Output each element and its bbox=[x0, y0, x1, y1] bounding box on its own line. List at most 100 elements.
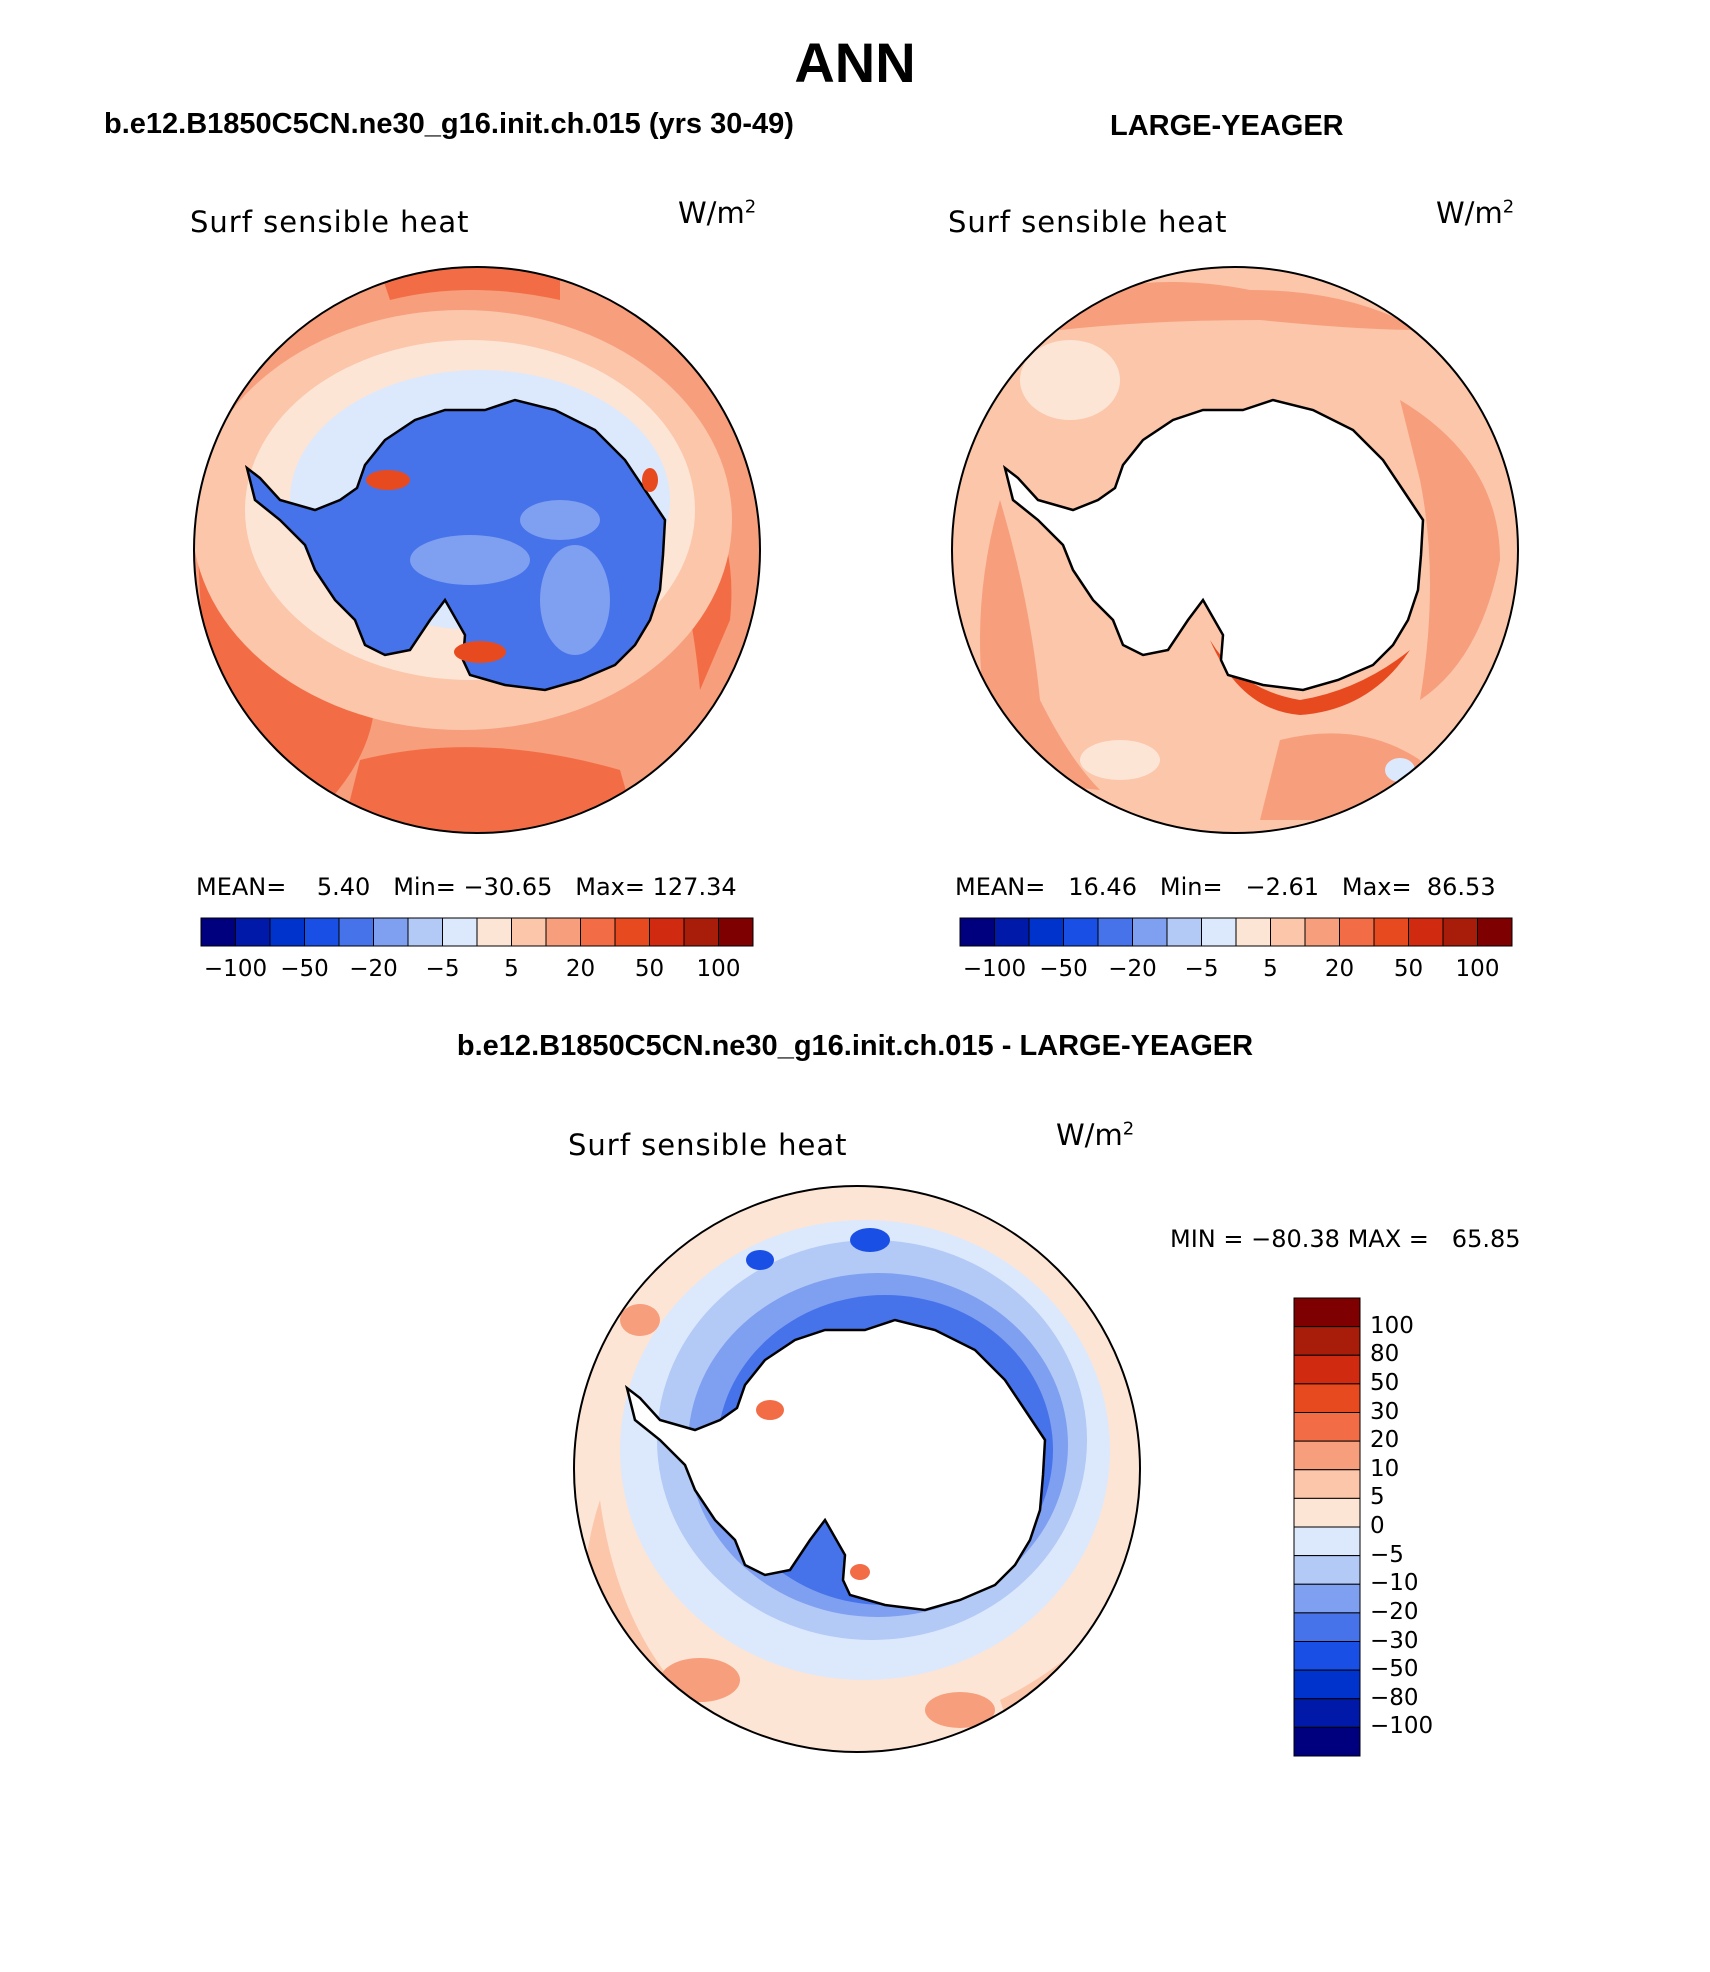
obs-colorbar-tick-label: −20 bbox=[1108, 956, 1157, 982]
diff-colorbar-swatch bbox=[1293, 1297, 1361, 1328]
obs-field-west-band bbox=[980, 500, 1100, 790]
obs-colorbar-swatch bbox=[1063, 917, 1099, 947]
model-units-label: W/m2 bbox=[678, 196, 757, 230]
diff-colorbar-tick-label: 0 bbox=[1370, 1513, 1385, 1539]
diff-colorbar-tick-label: 10 bbox=[1370, 1455, 1400, 1482]
model-colorbar-swatch bbox=[511, 917, 547, 947]
model-colorbar-tick-label: −20 bbox=[349, 956, 398, 982]
diff-stats: MIN = −80.38 MAX = 65.85 bbox=[1170, 1225, 1521, 1253]
diff-field-hotspot bbox=[756, 1400, 784, 1420]
model-colorbar-swatch bbox=[442, 917, 478, 947]
obs-colorbar-tick-label: −5 bbox=[1184, 956, 1219, 982]
diff-variable-label: Surf sensible heat bbox=[568, 1128, 848, 1162]
obs-colorbar-swatch bbox=[1132, 917, 1168, 947]
obs-colorbar-swatch bbox=[1339, 917, 1375, 947]
obs-colorbar-swatch bbox=[1097, 917, 1133, 947]
model-colorbar-swatch bbox=[407, 917, 443, 947]
diff-field-cold-patch bbox=[746, 1250, 774, 1270]
diff-colorbar-swatch bbox=[1293, 1641, 1361, 1671]
obs-colorbar-swatch bbox=[959, 917, 995, 947]
diff-colorbar-swatch bbox=[1293, 1698, 1361, 1728]
model-colorbar-swatch bbox=[200, 917, 236, 947]
obs-field-north-band bbox=[1060, 282, 1420, 330]
obs-map-boundary bbox=[951, 266, 1519, 834]
diff-colorbar-tick-label: 20 bbox=[1370, 1427, 1400, 1454]
model-colorbar-tick-label: 20 bbox=[565, 956, 596, 982]
diff-colorbar-swatch bbox=[1293, 1526, 1361, 1557]
model-colorbar-tick-label: 50 bbox=[634, 956, 665, 982]
model-colorbar-swatch bbox=[545, 917, 581, 947]
diff-colorbar-swatch bbox=[1293, 1383, 1361, 1413]
model-field-hotspot bbox=[642, 468, 658, 492]
model-field-interior-patch bbox=[520, 500, 600, 540]
diff-panel-header: b.e12.B1850C5CN.ne30_g16.init.ch.015 - L… bbox=[456, 1030, 1254, 1062]
diff-colorbar-swatch bbox=[1293, 1412, 1361, 1442]
model-colorbar-swatch bbox=[476, 917, 512, 947]
obs-field-pale-patch bbox=[1080, 740, 1160, 780]
obs-stats: MEAN= 16.46 Min= −2.61 Max= 86.53 bbox=[955, 873, 1496, 901]
obs-colorbar-swatch bbox=[1270, 917, 1306, 947]
diff-colorbar-tick-label: −50 bbox=[1370, 1656, 1419, 1683]
model-colorbar-tick-label: −50 bbox=[280, 956, 329, 982]
model-map-boundary bbox=[193, 266, 761, 834]
obs-colorbar-swatch bbox=[1373, 917, 1409, 947]
diff-colorbar-tick-label: 80 bbox=[1370, 1341, 1400, 1368]
model-field-south-band bbox=[340, 747, 640, 833]
diff-colorbar-tick-label: −20 bbox=[1370, 1598, 1419, 1625]
obs-colorbar-swatch bbox=[1477, 917, 1513, 947]
model-colorbar-tick-label: 100 bbox=[696, 956, 741, 982]
diff-colorbar bbox=[1293, 1297, 1361, 1757]
obs-colorbar-swatch bbox=[1235, 917, 1271, 947]
diff-colorbar-swatch bbox=[1293, 1326, 1361, 1356]
figure-title: ANN bbox=[794, 31, 916, 94]
obs-colorbar-tick-label: 20 bbox=[1324, 956, 1355, 982]
obs-colorbar-swatch bbox=[1201, 917, 1237, 947]
obs-variable-label: Surf sensible heat bbox=[948, 205, 1228, 239]
model-panel-header: b.e12.B1850C5CN.ne30_g16.init.ch.015 (yr… bbox=[104, 108, 794, 140]
diff-colorbar-tick-label: 50 bbox=[1370, 1369, 1400, 1396]
diff-colorbar-tick-label: 100 bbox=[1370, 1312, 1414, 1339]
model-field-hotspot bbox=[366, 470, 410, 490]
diff-colorbar-tick-label: −30 bbox=[1370, 1627, 1419, 1654]
model-colorbar-swatch bbox=[580, 917, 616, 947]
model-colorbar-swatch bbox=[269, 917, 305, 947]
diff-colorbar-swatch bbox=[1293, 1583, 1361, 1614]
diff-colorbar-swatch bbox=[1293, 1669, 1361, 1700]
obs-field-blue-patch bbox=[1385, 758, 1415, 782]
model-colorbar-swatch bbox=[338, 917, 374, 947]
diff-colorbar-tick-label: −100 bbox=[1370, 1713, 1434, 1740]
obs-colorbar bbox=[959, 917, 1513, 947]
diff-colorbar-tick-label: −10 bbox=[1370, 1570, 1419, 1597]
obs-colorbar-tick-label: 5 bbox=[1263, 956, 1278, 982]
diff-colorbar-swatch bbox=[1293, 1612, 1361, 1642]
diff-map bbox=[573, 1185, 1141, 1753]
model-field-hotspot bbox=[454, 641, 506, 663]
obs-field-east-band bbox=[1400, 400, 1500, 700]
diff-colorbar-tick-label: −5 bbox=[1370, 1541, 1404, 1568]
diff-colorbar-swatch bbox=[1293, 1726, 1361, 1757]
model-field-interior-patch bbox=[540, 545, 610, 655]
diff-colorbar-swatch bbox=[1293, 1469, 1361, 1499]
diff-colorbar-tick-label: 30 bbox=[1370, 1398, 1400, 1425]
obs-units-label: W/m2 bbox=[1436, 196, 1515, 230]
obs-colorbar-swatch bbox=[994, 917, 1030, 947]
obs-colorbar-swatch bbox=[1304, 917, 1340, 947]
diff-colorbar-swatch bbox=[1293, 1440, 1361, 1471]
model-colorbar-swatch bbox=[718, 917, 754, 947]
obs-colorbar-swatch bbox=[1408, 917, 1444, 947]
diff-map-boundary bbox=[573, 1185, 1141, 1753]
diff-field-warm-patch bbox=[925, 1692, 995, 1728]
obs-colorbar-swatch bbox=[1166, 917, 1202, 947]
model-colorbar-swatch bbox=[304, 917, 340, 947]
obs-field-pale-patch bbox=[1020, 340, 1120, 420]
model-map bbox=[193, 266, 761, 834]
model-stats: MEAN= 5.40 Min= −30.65 Max= 127.34 bbox=[196, 873, 737, 901]
model-colorbar bbox=[200, 917, 754, 947]
obs-colorbar-tick-label: 100 bbox=[1455, 956, 1500, 982]
model-colorbar-tick-label: 5 bbox=[504, 956, 519, 982]
diff-units-label: W/m2 bbox=[1056, 1118, 1135, 1152]
obs-colorbar-tick-label: −50 bbox=[1039, 956, 1088, 982]
model-colorbar-swatch bbox=[649, 917, 685, 947]
diff-colorbar-swatch bbox=[1293, 1497, 1361, 1528]
